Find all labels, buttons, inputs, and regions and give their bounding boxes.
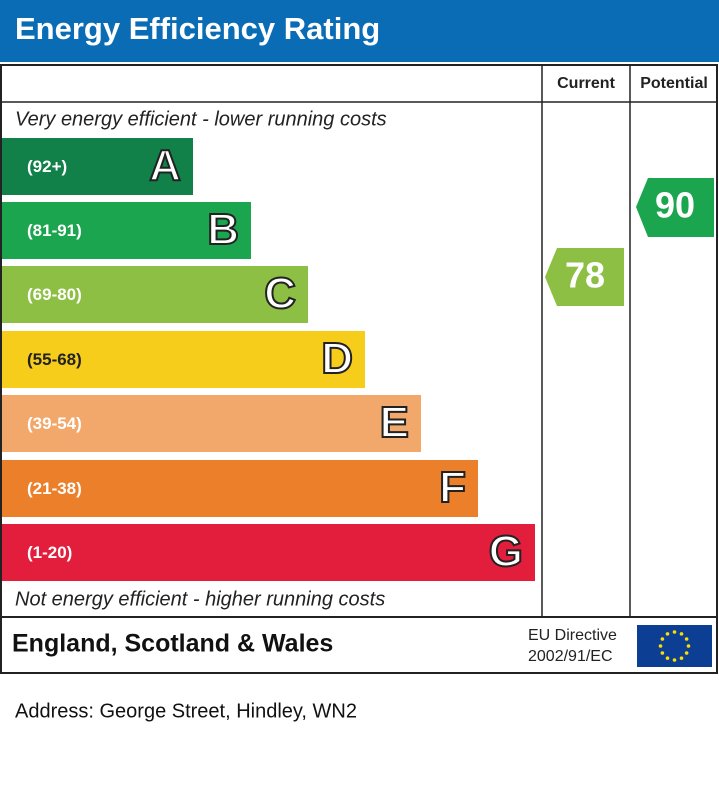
band-range: (81-91) <box>27 221 82 240</box>
band-letter: F <box>439 463 466 512</box>
star <box>672 658 677 662</box>
band-letter: C <box>264 269 296 318</box>
band <box>2 266 308 323</box>
star <box>665 656 670 660</box>
band <box>2 460 478 517</box>
band-range: (39-54) <box>27 414 82 433</box>
column-header: Potential <box>640 75 708 92</box>
header-bar <box>0 0 719 62</box>
band <box>2 138 193 195</box>
eu-stars <box>658 630 691 662</box>
band <box>2 395 421 452</box>
directive: 2002/91/EC <box>528 648 613 665</box>
star <box>686 644 691 648</box>
star <box>684 651 689 655</box>
star <box>665 632 670 636</box>
star <box>679 656 684 660</box>
current-arrow <box>545 248 624 306</box>
directive: EU Directive <box>528 627 617 644</box>
top-note: Very energy efficient - lower running co… <box>15 108 387 130</box>
star <box>658 644 663 648</box>
bands: (92+) A (81-91) B (69-80) C (55-68) D (39-54) E (2… <box>2 138 535 581</box>
title: Energy Efficiency Rating <box>15 11 380 46</box>
band-letter: G <box>489 527 523 576</box>
region: England, Scotland & Wales <box>12 630 333 658</box>
star <box>684 637 689 641</box>
band <box>2 331 365 388</box>
address: Address: George Street, Hindley, WN2 <box>15 700 357 722</box>
potential-arrow <box>636 178 714 237</box>
column-header: Current <box>557 75 615 92</box>
band-letter: B <box>207 205 239 254</box>
band-range: (69-80) <box>27 285 82 304</box>
star <box>672 630 677 634</box>
star <box>679 632 684 636</box>
band-letter: A <box>149 141 181 190</box>
bottom-note: Not energy efficient - higher running co… <box>15 588 385 610</box>
band-letter: E <box>380 398 409 447</box>
band <box>2 202 251 259</box>
band-range: (1-20) <box>27 543 72 562</box>
frame <box>0 64 718 674</box>
band-range: (92+) <box>27 157 67 176</box>
band <box>2 524 535 581</box>
band-range: (55-68) <box>27 350 82 369</box>
band-letter: D <box>321 334 353 383</box>
star <box>660 637 665 641</box>
current-value: 78 <box>565 255 605 296</box>
star <box>660 651 665 655</box>
potential-value: 90 <box>655 185 695 226</box>
band-range: (21-38) <box>27 479 82 498</box>
